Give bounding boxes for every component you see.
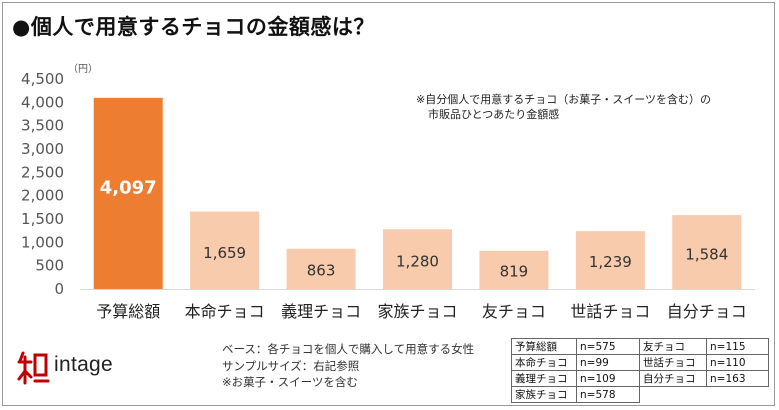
note-line-1: ※自分個人で用意するチョコ（お菓子・スイーツを含む）の — [416, 93, 711, 106]
bar — [383, 229, 452, 289]
sample-size-table: 予算総額 n=575 友チョコ n=115 本命チョコ n=99 世話チョコ n… — [511, 338, 769, 403]
chart-note: ※自分個人で用意するチョコ（お菓子・スイーツを含む）の 市販品ひとつあたり金額感 — [416, 92, 752, 128]
table-cell: n=109 — [576, 370, 640, 387]
table-cell: n=99 — [576, 354, 640, 371]
data-label: 1,239 — [589, 253, 632, 271]
x-category-label: 本命チョコ — [185, 302, 265, 321]
bar — [479, 250, 549, 289]
table-cell: n=575 — [576, 338, 640, 355]
bar — [672, 215, 742, 289]
y-tick-label: 0 — [54, 280, 64, 298]
data-label: 1,280 — [396, 252, 439, 270]
bar-chart: 0 500 1,000 1,500 2,000 2,500 3,000 3,500 4,000 4… — [21, 63, 755, 321]
table-row: 家族チョコ n=578 — [511, 386, 769, 403]
intage-logo-text: intage — [54, 353, 114, 376]
y-unit-label: （円） — [68, 63, 98, 75]
note-line-2: 市販品ひとつあたり金額感 — [428, 108, 560, 121]
base-line-3: ※お菓子・スイーツを含む — [222, 375, 358, 389]
table-cell: 友チョコ — [639, 338, 707, 355]
table-cell: n=163 — [706, 370, 769, 387]
data-label: 4,097 — [100, 178, 157, 199]
table-cell: 自分チョコ — [639, 370, 707, 387]
table-cell: 本命チョコ — [511, 354, 577, 371]
x-category-label: 世話チョコ — [570, 302, 650, 321]
table-cell: 世話チョコ — [639, 354, 707, 371]
bar — [575, 231, 645, 289]
table-cell: 予算総額 — [511, 338, 577, 355]
table-cell: n=110 — [706, 354, 769, 371]
x-category-label: 友チョコ — [482, 302, 546, 321]
data-label: 863 — [307, 262, 336, 280]
bar — [93, 97, 163, 289]
y-tick-label: 2,000 — [21, 187, 64, 205]
y-tick-label: 4,000 — [21, 93, 64, 111]
data-label: 1,659 — [203, 244, 246, 262]
base-line-2: サンプルサイズ：右記参照 — [222, 358, 360, 373]
y-tick-label: 3,000 — [21, 140, 64, 158]
base-notes: ベース：各チョコを個人で購入して用意する女性 サンプルサイズ：右記参照 ※お菓子… — [222, 341, 474, 391]
y-tick-label: 4,500 — [21, 70, 64, 88]
x-category-label: 予算総額 — [96, 302, 160, 321]
table-cell-empty — [707, 387, 769, 403]
data-label: 1,584 — [685, 246, 728, 264]
table-row: 本命チョコ n=99 世話チョコ n=110 — [511, 354, 769, 371]
bar — [190, 211, 260, 289]
x-category-label: 自分チョコ — [667, 302, 747, 321]
y-tick-label: 1,000 — [21, 233, 64, 251]
page-title: ●個人で用意するチョコの金額感は？ — [12, 15, 375, 39]
table-cell: 家族チョコ — [511, 386, 577, 403]
bar — [286, 248, 356, 289]
x-category-label: 家族チョコ — [377, 302, 457, 321]
y-tick-label: 1,500 — [21, 210, 64, 228]
table-cell: 義理チョコ — [511, 370, 577, 387]
table-cell: n=578 — [576, 386, 640, 403]
y-tick-label: 500 — [35, 257, 64, 275]
x-category-label: 義理チョコ — [281, 302, 361, 321]
base-line-1: ベース：各チョコを個人で購入して用意する女性 — [222, 342, 475, 356]
intage-logo: intage — [17, 349, 157, 389]
data-label: 819 — [500, 263, 529, 281]
intage-logo-mark-icon — [17, 351, 50, 385]
table-row: 義理チョコ n=109 自分チョコ n=163 — [511, 370, 769, 387]
table-cell-empty — [640, 387, 707, 403]
table-row: 予算総額 n=575 友チョコ n=115 — [511, 338, 769, 355]
y-tick-label: 2,500 — [21, 163, 64, 181]
y-tick-label: 3,500 — [21, 117, 64, 135]
table-cell: n=115 — [706, 338, 769, 355]
